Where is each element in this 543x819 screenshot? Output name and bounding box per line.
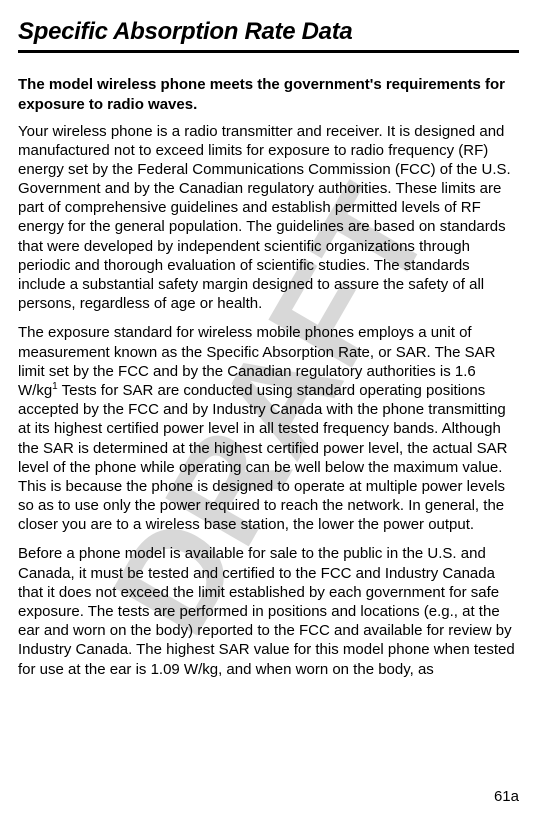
paragraph-2: The exposure standard for wireless mobil… (18, 323, 519, 534)
lead-paragraph: The model wireless phone meets the gover… (18, 75, 519, 116)
paragraph-2b: Tests for SAR are conducted using standa… (18, 382, 507, 533)
paragraph-3: Before a phone model is available for sa… (18, 544, 519, 678)
page-number: 61a (494, 788, 519, 805)
title-underline (18, 50, 519, 53)
paragraph-1: Your wireless phone is a radio transmitt… (18, 122, 519, 314)
page-content: Specific Absorption Rate Data The model … (18, 18, 519, 679)
page-title: Specific Absorption Rate Data (18, 18, 519, 46)
